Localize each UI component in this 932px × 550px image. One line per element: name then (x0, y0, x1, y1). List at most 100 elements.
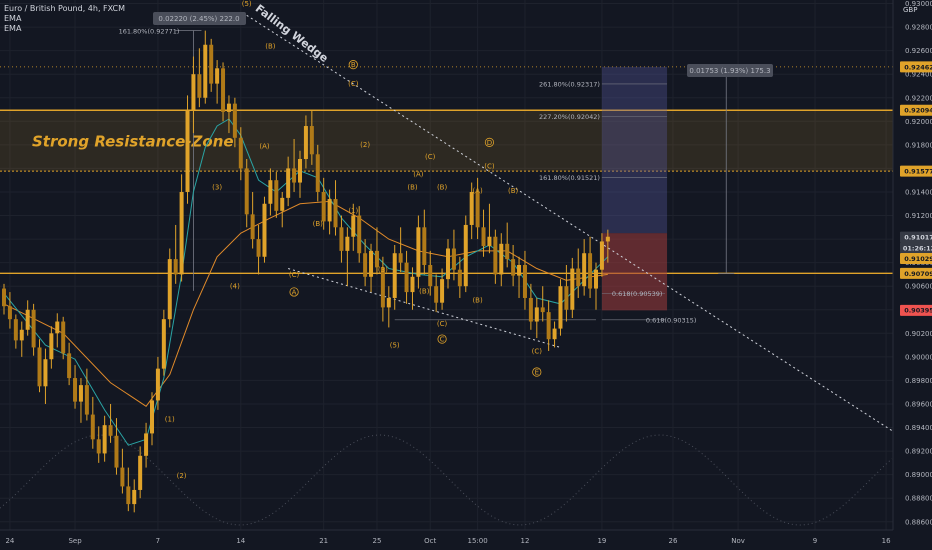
candle-body (451, 248, 456, 270)
price-tag (900, 242, 932, 254)
candle-body (345, 236, 350, 251)
price-tick-label: 0.88800 (905, 495, 932, 503)
candle-body (546, 312, 551, 340)
wave-label: (A) (472, 187, 483, 195)
price-tag (900, 231, 932, 243)
candle-body (522, 265, 527, 298)
position-target-zone (601, 66, 668, 234)
candle-body (37, 347, 42, 387)
candle-body (191, 74, 196, 110)
price-tick-label: 0.92400 (905, 71, 932, 79)
wave-label: (B) (265, 42, 276, 50)
time-tick-label: 9 (813, 537, 817, 545)
indicator-ema-1[interactable]: EMA (4, 14, 22, 23)
price-tag-label: 0.90709 (904, 270, 932, 278)
price-tick-label: 0.89800 (905, 377, 932, 385)
price-tick-label: 0.89600 (905, 400, 932, 408)
candle-body (132, 489, 137, 505)
wave-label: (5) (242, 0, 252, 8)
candle-body (374, 250, 379, 268)
price-tag-label: 0.91577 (904, 168, 932, 176)
wave-label: (A) (413, 171, 424, 179)
candle-body (215, 68, 220, 84)
price-tick-label: 0.88600 (905, 518, 932, 526)
candle-body (61, 321, 66, 354)
candle-body (96, 439, 101, 454)
price-tag-label: 0.91017 (904, 233, 932, 241)
candle-body (203, 44, 208, 98)
price-tick-label: 0.92200 (905, 94, 932, 102)
candle-body (298, 159, 302, 183)
price-tag-label: 0.91029 (904, 255, 932, 263)
wave-label: (C) (425, 153, 436, 161)
wave-label: (2) (360, 141, 370, 149)
fib-level-label: 0.618(0.90539) (612, 290, 663, 298)
candle-body (333, 199, 338, 228)
candle-body (499, 243, 504, 275)
wave-circle (532, 367, 542, 377)
candle-body (392, 253, 397, 298)
wave-label: (1) (348, 207, 358, 215)
wave-circle (484, 137, 495, 147)
fib-level-label: 227.20%(0.92042) (539, 113, 600, 121)
candle-body (398, 253, 403, 263)
candle-body (327, 199, 332, 222)
candle-body (599, 241, 604, 270)
candle-body (404, 262, 409, 293)
candle-body (238, 137, 243, 169)
wave-label: E (535, 369, 539, 377)
candle-body (256, 239, 261, 257)
price-tick-label: 0.91200 (905, 212, 932, 220)
candle-body (114, 435, 119, 468)
candle-body (120, 467, 125, 487)
candle-body (274, 180, 279, 211)
price-tag (900, 165, 932, 177)
measure-left-text: 0.02220 (2.45%) 222.0 (158, 15, 239, 23)
price-tag (900, 104, 932, 116)
candle-body (457, 269, 462, 287)
candle-body (386, 297, 391, 308)
candle-body (315, 154, 320, 192)
wave-label: (3) (212, 184, 222, 192)
time-tick-label: 15:00 (468, 537, 488, 545)
price-tick-label: 0.92600 (905, 47, 932, 55)
candle-body (43, 359, 48, 387)
time-tick-label: 19 (597, 537, 606, 545)
time-tick-label: 14 (236, 537, 245, 545)
candle-body (434, 286, 439, 303)
candle-body (511, 259, 516, 276)
wave-label: (B) (508, 187, 519, 195)
wave-label: (B) (419, 287, 430, 295)
candle-body (2, 288, 6, 307)
candle-body (493, 236, 498, 275)
fib-level-label: 0.618(0.90315) (646, 316, 697, 324)
symbol-line[interactable]: Euro / British Pound, 4h, FXCM (4, 4, 126, 13)
candle-body (463, 224, 468, 287)
candle-body (540, 307, 545, 313)
price-tag (900, 267, 932, 279)
candle-body (155, 368, 160, 401)
candle-body (594, 269, 598, 289)
wave-label: C (440, 336, 445, 344)
price-tag-label: 01:26:12 (903, 244, 932, 252)
candle-body (161, 319, 166, 369)
time-tick-label: Oct (424, 537, 436, 545)
candle-body (209, 44, 214, 84)
wave-label: (C) (532, 347, 543, 355)
resistance-zone (0, 110, 893, 172)
candle-body (505, 243, 510, 260)
candle-body (380, 267, 385, 308)
candle-body (286, 168, 291, 198)
candle-body (67, 353, 72, 379)
time-tick-label: 16 (882, 537, 891, 545)
wave-label: (B) (472, 297, 483, 305)
price-tick-label: 0.92000 (905, 118, 932, 126)
candles (2, 30, 610, 513)
candle-body (357, 215, 362, 254)
candle-body (605, 236, 610, 242)
candle-body (321, 191, 326, 222)
indicator-ema-2[interactable]: EMA (4, 24, 22, 33)
time-tick-label: 12 (520, 537, 529, 545)
wave-label: A (292, 288, 297, 296)
